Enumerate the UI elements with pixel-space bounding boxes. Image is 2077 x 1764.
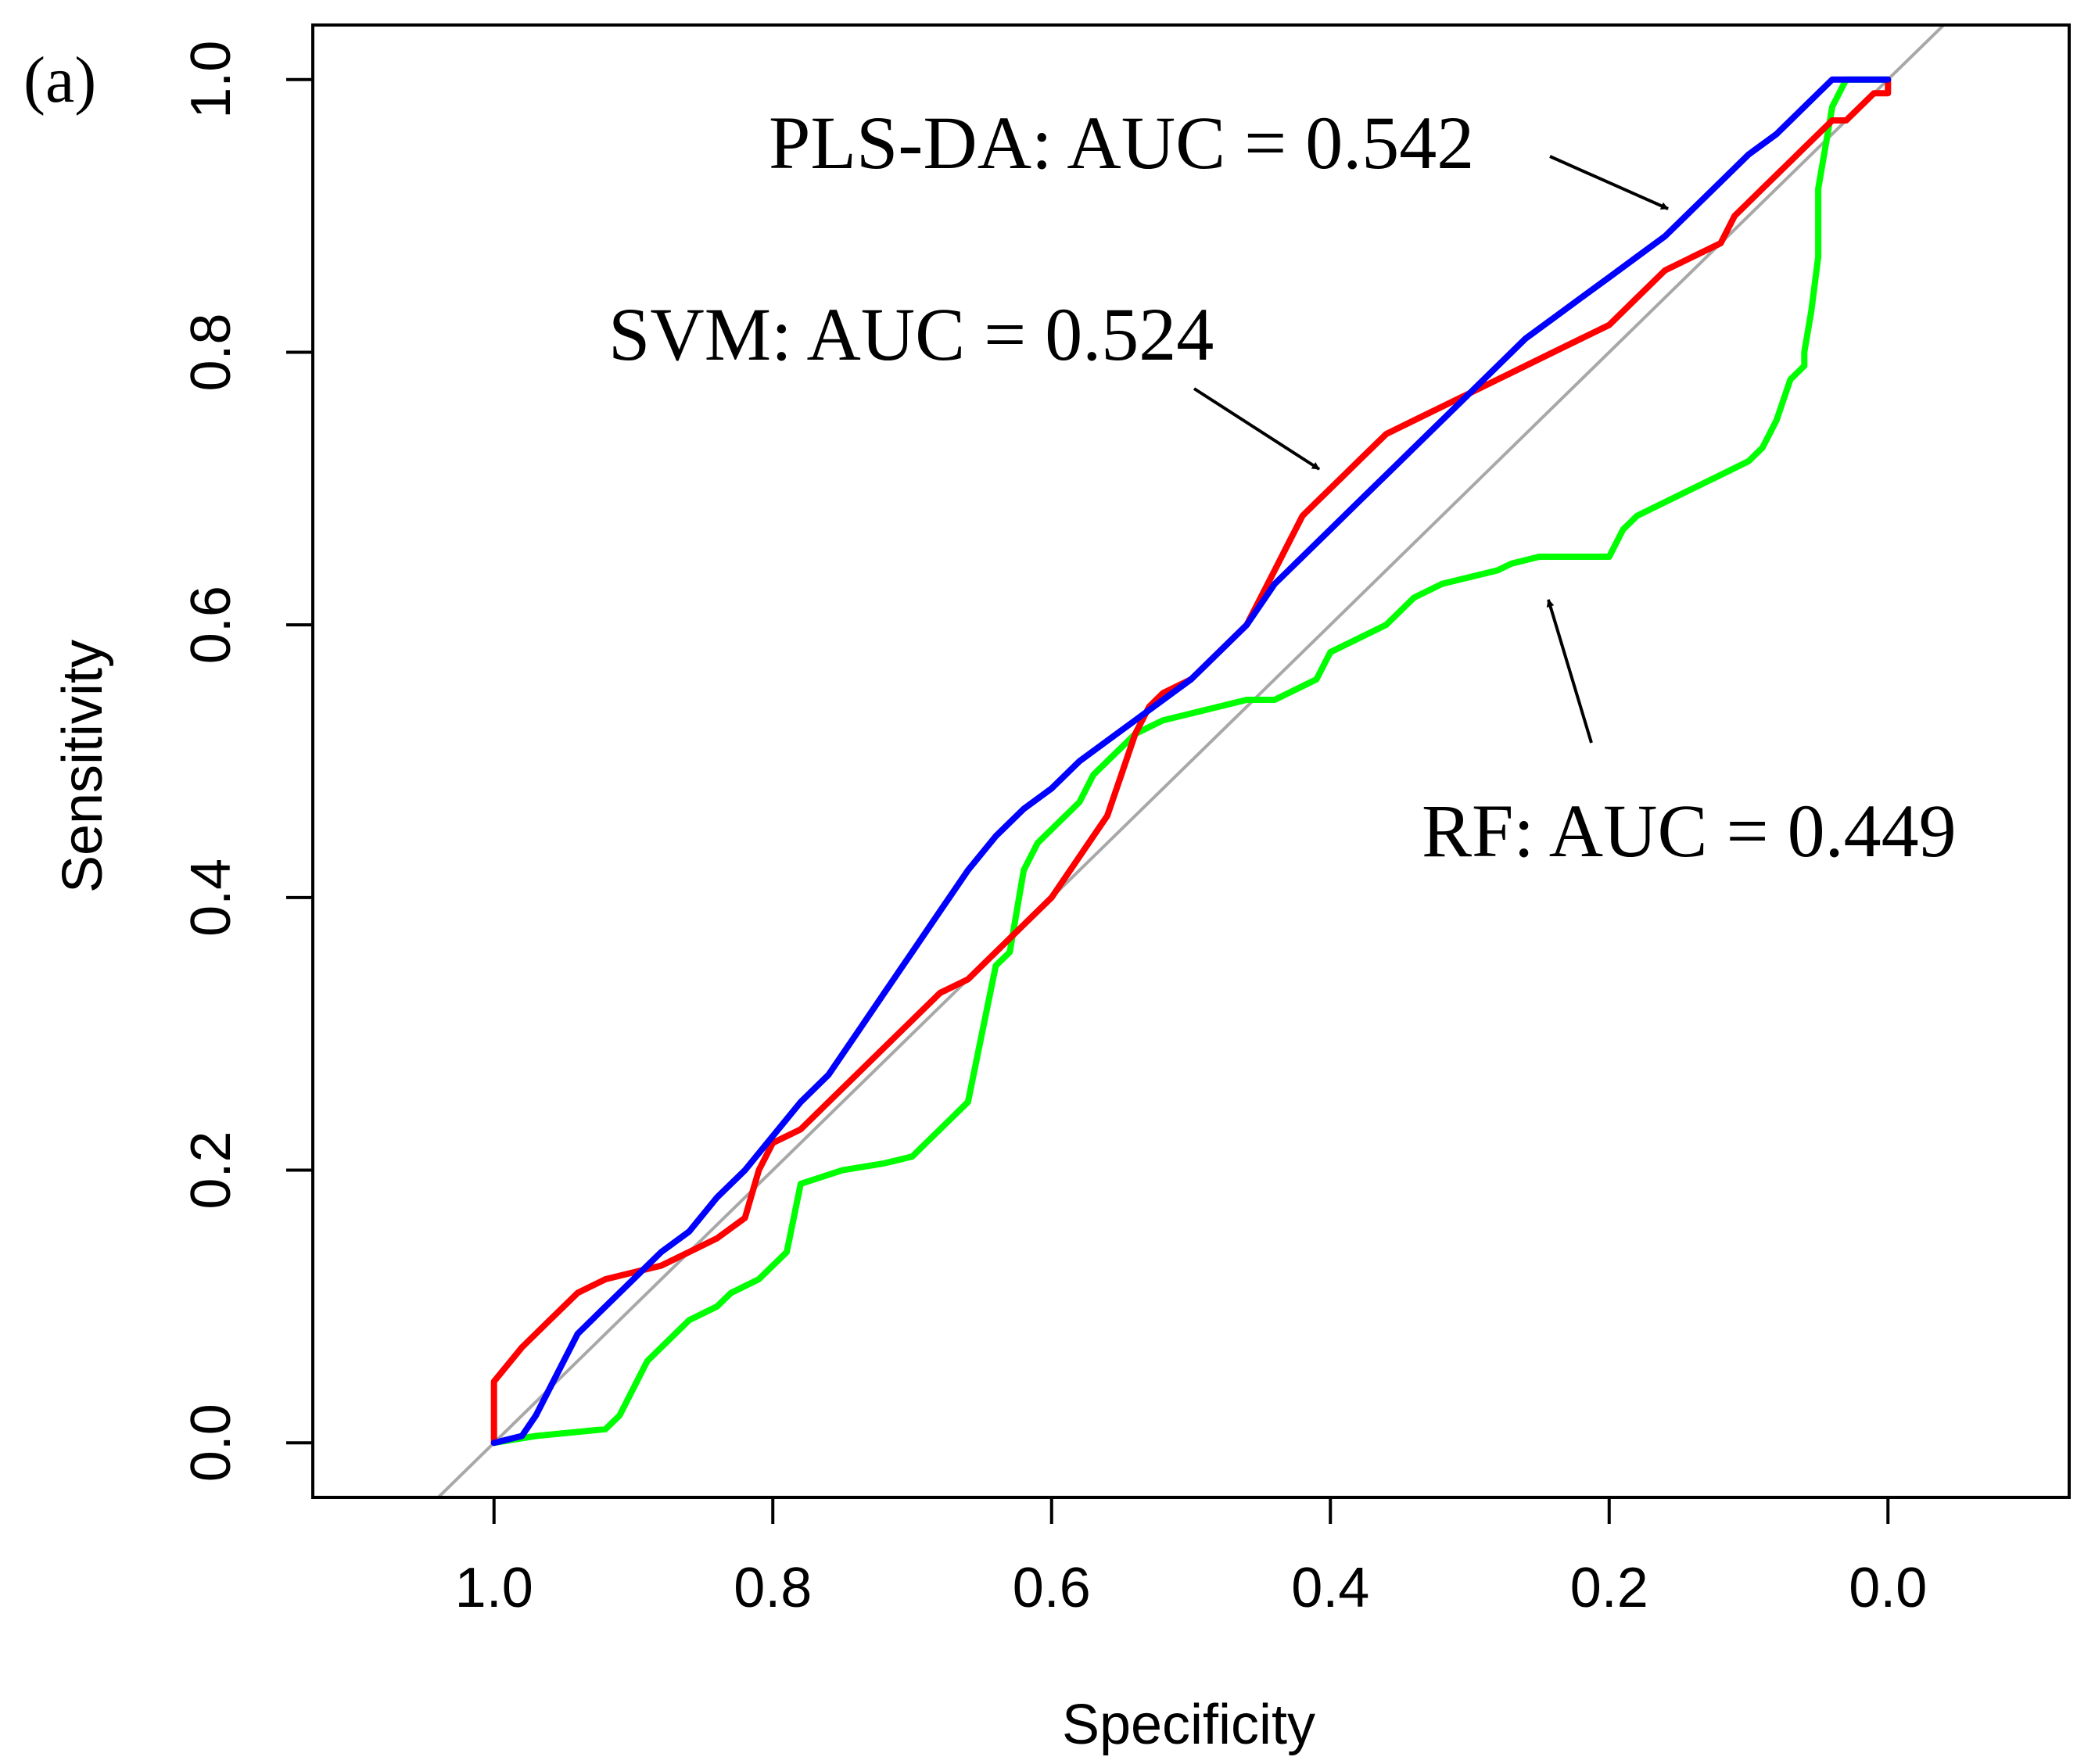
y-tick-label: 0.6 bbox=[180, 586, 242, 664]
panel-label: (a) bbox=[23, 44, 96, 117]
x-tick-label: 0.6 bbox=[1013, 1557, 1091, 1619]
x-tick-label: 1.0 bbox=[455, 1557, 533, 1619]
arrow-pls-da bbox=[1549, 155, 1669, 210]
x-axis: 1.0 0.8 0.6 0.4 0.2 0.0 bbox=[455, 1496, 1927, 1619]
y-tick-label: 0.4 bbox=[180, 859, 242, 937]
series-line-rf bbox=[490, 76, 1892, 1447]
annotation-rf: RF: AUC = 0.449 bbox=[1422, 789, 1957, 873]
x-tick-label: 0.0 bbox=[1849, 1557, 1927, 1619]
y-tick-label: 1.0 bbox=[180, 41, 242, 119]
series-line-pls-da bbox=[490, 76, 1892, 1447]
annotation-pls-da: PLS-DA: AUC = 0.542 bbox=[769, 101, 1474, 185]
reference-diagonal bbox=[436, 25, 1946, 1497]
y-axis: 0.0 0.2 0.4 0.6 0.8 1.0 bbox=[180, 41, 314, 1482]
series-line-svm bbox=[490, 76, 1892, 1447]
y-tick-label: 0.2 bbox=[180, 1131, 242, 1210]
x-tick-label: 0.4 bbox=[1291, 1557, 1369, 1619]
x-tick-label: 0.8 bbox=[734, 1557, 812, 1619]
arrow-svm bbox=[1193, 387, 1321, 471]
x-axis-label: Specificity bbox=[1062, 1694, 1315, 1756]
arrow-rf bbox=[1546, 599, 1593, 744]
x-tick-label: 0.2 bbox=[1570, 1557, 1648, 1619]
y-tick-label: 0.0 bbox=[180, 1404, 242, 1482]
y-tick-label: 0.8 bbox=[180, 313, 242, 391]
y-axis-label: Sensitivity bbox=[52, 640, 114, 893]
annotation-svm: SVM: AUC = 0.524 bbox=[608, 292, 1214, 376]
series-layer bbox=[436, 25, 1946, 1497]
